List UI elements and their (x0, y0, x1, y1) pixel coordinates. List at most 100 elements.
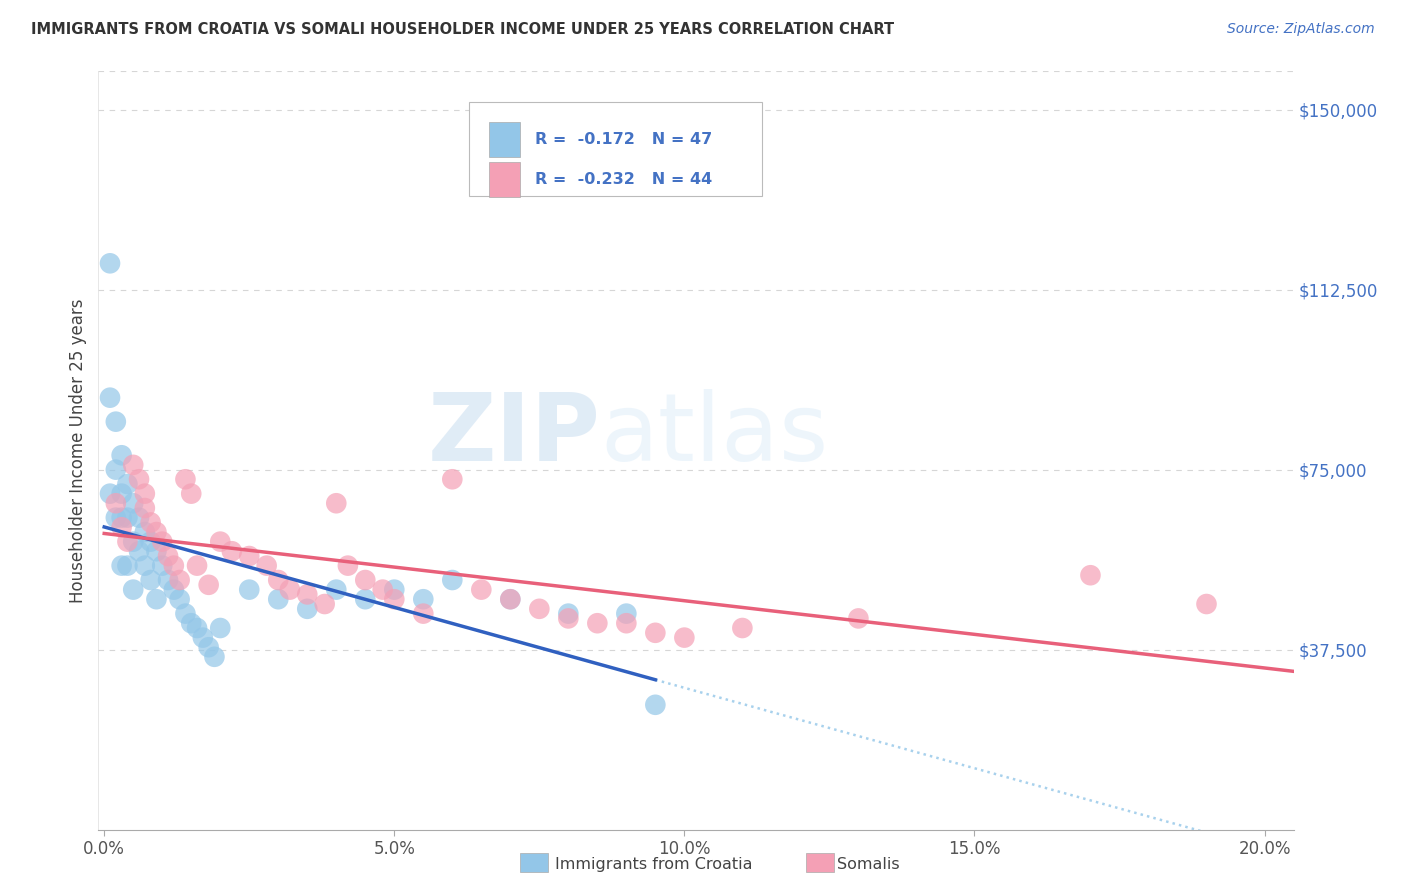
Bar (489, 122, 520, 157)
Point (169, 592, 191, 607)
Point (848, 611, 870, 625)
Text: R =  -0.172   N = 47: R = -0.172 N = 47 (534, 132, 711, 147)
Point (104, 415, 127, 429)
Point (145, 524, 167, 539)
Point (111, 448, 134, 462)
Text: Source: ZipAtlas.com: Source: ZipAtlas.com (1227, 22, 1375, 37)
Point (644, 698, 666, 712)
Point (134, 558, 156, 573)
Text: Immigrants from Croatia: Immigrants from Croatia (555, 857, 752, 872)
Point (529, 602, 551, 616)
Point (267, 573, 290, 587)
Point (122, 582, 145, 597)
Point (412, 592, 434, 607)
Point (267, 592, 290, 607)
FancyBboxPatch shape (470, 102, 762, 196)
Point (128, 510, 150, 524)
Point (139, 534, 162, 549)
Text: ZIP: ZIP (427, 389, 600, 482)
Point (111, 520, 134, 534)
Point (111, 510, 134, 524)
Point (150, 558, 173, 573)
Point (197, 578, 219, 592)
Point (197, 640, 219, 655)
Point (557, 607, 579, 621)
Point (134, 501, 156, 516)
Point (139, 516, 162, 530)
Point (157, 573, 180, 587)
Point (441, 573, 464, 587)
Point (354, 573, 377, 587)
Point (169, 573, 191, 587)
Point (117, 534, 139, 549)
Point (499, 592, 522, 607)
Text: atlas: atlas (600, 389, 828, 482)
Point (163, 582, 186, 597)
Point (174, 472, 197, 486)
Point (104, 510, 127, 524)
Point (122, 496, 145, 510)
Point (470, 582, 492, 597)
Point (673, 631, 696, 645)
Point (145, 592, 167, 607)
Point (586, 616, 609, 631)
Point (278, 582, 301, 597)
Point (209, 621, 232, 635)
Point (117, 558, 139, 573)
Point (191, 631, 214, 645)
Point (614, 616, 637, 631)
Point (139, 573, 162, 587)
Point (499, 592, 522, 607)
Text: R =  -0.232   N = 44: R = -0.232 N = 44 (534, 172, 711, 187)
Point (1195, 597, 1218, 611)
Point (145, 544, 167, 558)
Point (122, 534, 145, 549)
Point (150, 534, 173, 549)
Point (98, 486, 121, 500)
Point (382, 592, 405, 607)
Text: IMMIGRANTS FROM CROATIA VS SOMALI HOUSEHOLDER INCOME UNDER 25 YEARS CORRELATION : IMMIGRANTS FROM CROATIA VS SOMALI HOUSEH… (31, 22, 894, 37)
Point (382, 582, 405, 597)
Point (256, 558, 278, 573)
Point (209, 534, 232, 549)
Point (111, 558, 134, 573)
Point (117, 510, 139, 524)
Point (557, 611, 579, 625)
Point (297, 602, 319, 616)
Point (157, 549, 180, 563)
Point (111, 486, 134, 500)
Point (163, 558, 186, 573)
Point (325, 582, 347, 597)
Y-axis label: Householder Income Under 25 years: Householder Income Under 25 years (69, 298, 87, 603)
Point (644, 625, 666, 640)
Point (325, 496, 347, 510)
Point (336, 558, 359, 573)
Point (134, 524, 156, 539)
Point (297, 587, 319, 601)
Point (221, 544, 243, 558)
Point (186, 621, 208, 635)
Point (614, 607, 637, 621)
Point (238, 549, 260, 563)
Point (98, 256, 121, 270)
Point (412, 607, 434, 621)
Point (174, 607, 197, 621)
Point (134, 486, 156, 500)
Point (180, 486, 202, 500)
Point (441, 472, 464, 486)
Point (371, 582, 394, 597)
Bar (489, 162, 520, 197)
Text: Somalis: Somalis (837, 857, 900, 872)
Point (104, 463, 127, 477)
Point (104, 496, 127, 510)
Point (186, 558, 208, 573)
Point (354, 592, 377, 607)
Point (98, 391, 121, 405)
Point (180, 616, 202, 631)
Point (731, 621, 754, 635)
Point (1080, 568, 1102, 582)
Point (128, 472, 150, 486)
Point (314, 597, 336, 611)
Point (128, 544, 150, 558)
Point (238, 582, 260, 597)
